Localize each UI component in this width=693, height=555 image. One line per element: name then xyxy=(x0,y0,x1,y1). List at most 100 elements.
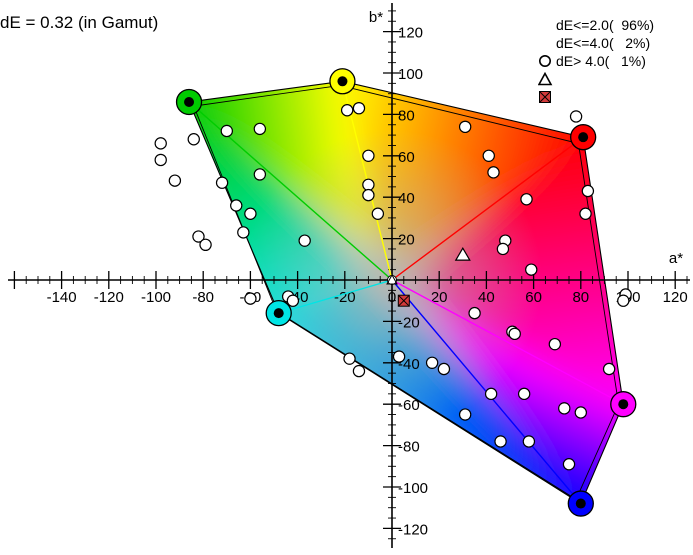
point-circle xyxy=(168,174,182,187)
legend-item-triangle: dE<=4.0( 2%) xyxy=(538,34,654,86)
summary-text: dE = 0.32 (in Gamut) xyxy=(0,13,159,32)
point-circle xyxy=(548,337,562,351)
y-tick-label: -60 xyxy=(398,397,420,414)
point-circle xyxy=(517,387,531,401)
x-tick-label: 20 xyxy=(431,289,448,306)
radial-line-magenta xyxy=(391,279,624,405)
point-circle xyxy=(154,137,167,150)
x-tick-label: -100 xyxy=(141,289,171,306)
legend-label: dE<=4.0( 2%) xyxy=(556,35,651,51)
point-circle xyxy=(237,226,250,239)
primary-markers xyxy=(175,68,637,517)
point-square-cross xyxy=(398,295,410,307)
point-circle xyxy=(286,294,300,307)
point-circle xyxy=(187,133,200,146)
point-circle xyxy=(425,356,439,369)
point-circle xyxy=(496,242,510,256)
x-tick-label: -120 xyxy=(94,289,124,306)
point-circle xyxy=(392,350,406,363)
point-triangle xyxy=(454,246,471,261)
x-tick-label: 40 xyxy=(478,289,495,306)
primary-magenta-dot xyxy=(618,399,629,410)
primary-green-dot xyxy=(184,96,195,107)
point-circle xyxy=(230,199,243,212)
point-circle xyxy=(508,327,521,341)
point-circle xyxy=(558,402,571,415)
y-tick-label: -100 xyxy=(398,480,428,497)
y-tick-label: 40 xyxy=(398,190,415,207)
point-circle xyxy=(458,120,472,134)
point-circle xyxy=(562,458,576,471)
point-circle xyxy=(362,188,375,202)
point-circle xyxy=(494,435,507,448)
point-circle xyxy=(352,364,366,378)
primary-yellow-dot xyxy=(337,76,348,87)
point-circle xyxy=(371,207,385,220)
x-tick-label: 80 xyxy=(572,289,589,306)
x-tick-label: -80 xyxy=(192,289,214,306)
point-circle xyxy=(244,207,257,220)
point-circle xyxy=(154,153,167,167)
point-circle xyxy=(602,362,616,376)
point-circle xyxy=(362,178,375,191)
point-circle xyxy=(525,263,538,276)
point-circle xyxy=(522,435,536,448)
point-circle xyxy=(244,292,257,305)
point-circle xyxy=(340,104,354,117)
point-circle xyxy=(484,387,498,401)
point-circle xyxy=(579,207,592,220)
y-tick-label: 120 xyxy=(398,25,423,42)
point-circle xyxy=(298,234,311,247)
point-circle xyxy=(581,184,595,198)
circle-icon xyxy=(538,18,554,67)
legend: dE<=2.0( 96%) dE<=4.0( 2%) dE> 4.0( 1%) xyxy=(538,16,655,103)
x-tick-label: -20 xyxy=(334,289,356,306)
point-circle xyxy=(458,408,472,421)
point-circle xyxy=(569,110,583,123)
point-circle xyxy=(574,406,588,419)
primary-cyan-dot xyxy=(273,308,284,319)
point-circle xyxy=(362,149,375,162)
radial-line-cyan xyxy=(278,279,393,314)
white-point-triangle xyxy=(386,273,398,285)
point-circle xyxy=(437,362,451,376)
square-x-icon xyxy=(538,54,554,103)
x-tick-label: -140 xyxy=(47,289,77,306)
radial-line-red xyxy=(391,136,584,281)
x-axis-label: a* xyxy=(669,250,683,267)
point-circle xyxy=(253,122,267,136)
point-circle xyxy=(192,230,205,243)
legend-item-square: dE> 4.0( 1%) xyxy=(538,52,654,103)
point-circle xyxy=(520,193,533,206)
point-circle xyxy=(352,101,366,115)
point-circle xyxy=(468,306,481,320)
x-tick-label: 60 xyxy=(525,289,542,306)
point-circle xyxy=(220,124,233,138)
point-circle xyxy=(253,168,267,181)
point-circle xyxy=(199,238,212,252)
point-circle xyxy=(343,352,356,365)
primary-red-dot xyxy=(578,132,589,143)
y-tick-label: 80 xyxy=(398,107,415,124)
x-tick-label: 120 xyxy=(663,289,688,306)
legend-item-circle: dE<=2.0( 96%) xyxy=(538,16,655,67)
y-tick-label: 20 xyxy=(398,232,415,249)
y-tick-label: -120 xyxy=(398,521,428,538)
legend-label: dE<=2.0( 96%) xyxy=(556,17,655,33)
point-circle xyxy=(487,166,500,179)
y-tick-label: -20 xyxy=(398,314,420,331)
point-circle xyxy=(617,294,630,307)
measurement-points xyxy=(154,101,632,471)
point-circle xyxy=(482,149,495,162)
y-axis-label: b* xyxy=(369,9,383,26)
point-circle xyxy=(215,176,229,189)
primary-blue-dot xyxy=(575,498,586,509)
triangle-icon xyxy=(538,36,554,86)
y-tick-label: -80 xyxy=(398,439,420,456)
y-tick-label: 60 xyxy=(398,149,415,166)
x-tick-label: 0 xyxy=(388,289,396,306)
legend-label: dE> 4.0( 1%) xyxy=(556,53,646,69)
y-tick-label: 100 xyxy=(398,66,423,83)
